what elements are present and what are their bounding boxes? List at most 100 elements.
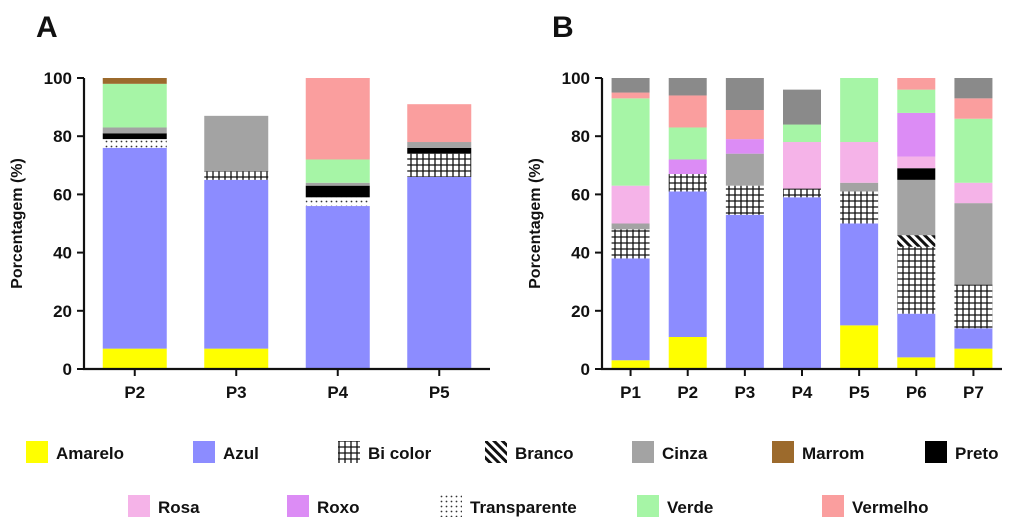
legend-label-amarelo: Amarelo	[56, 444, 124, 463]
bar-b-p3-cinza-top	[725, 78, 764, 111]
bar-b-p6-preto	[897, 168, 936, 180]
bar-a-p5-bi-color	[407, 153, 472, 177]
bar-a-p4-transparente	[305, 197, 370, 207]
legend-swatch-preto	[925, 441, 947, 463]
bar-b-p6-rosa	[897, 156, 936, 169]
bar-a-p4-vermelho	[305, 78, 370, 160]
ytick-label-b-40: 40	[571, 244, 590, 263]
legend-label-cinza: Cinza	[662, 444, 708, 463]
bar-a-p3-bi-color	[204, 171, 269, 180]
legend-swatch-cinza	[632, 441, 654, 463]
ytick-label-a-60: 60	[53, 185, 72, 204]
bar-b-p6-roxo	[897, 112, 936, 157]
bar-a-p4-cinza	[305, 182, 370, 186]
bar-b-p6-verde	[897, 89, 936, 113]
xtick-label-b-p3: P3	[734, 383, 755, 402]
bar-a-p2-azul	[102, 147, 167, 349]
bar-a-p2-transparente	[102, 139, 167, 148]
y-axis-label-b: Porcentagem (%)	[527, 158, 544, 289]
bar-b-p6-bi-color	[897, 246, 936, 314]
bar-a-p5-preto	[407, 147, 472, 154]
xtick-label-a-p5: P5	[429, 383, 450, 402]
bar-a-p2-verde	[102, 83, 167, 128]
bar-a-p2-marrom	[102, 78, 167, 84]
bar-b-p3-bi-color	[725, 185, 764, 215]
bar-b-p6-cinza	[897, 179, 936, 236]
bar-b-p2-verde	[668, 127, 707, 160]
bar-b-p7-rosa	[954, 182, 993, 204]
bar-a-p2-cinza	[102, 127, 167, 134]
bar-b-p2-cinza-top	[668, 78, 707, 96]
bar-b-p6-vermelho	[897, 78, 936, 90]
bar-b-p1-vermelho	[611, 92, 650, 99]
legend-label-verde: Verde	[667, 498, 713, 517]
bar-b-p2-azul	[668, 191, 707, 337]
ytick-label-a-40: 40	[53, 244, 72, 263]
legend-swatch-roxo	[287, 495, 309, 517]
bar-b-p1-verde	[611, 98, 650, 186]
bar-b-p1-rosa	[611, 185, 650, 224]
legend-label-roxo: Roxo	[317, 498, 360, 517]
bar-a-p3-amarelo	[204, 348, 269, 369]
bar-b-p3-vermelho	[725, 110, 764, 140]
legend-swatch-azul	[193, 441, 215, 463]
bar-b-p4-rosa	[783, 142, 821, 189]
bar-b-p5-azul	[840, 223, 879, 326]
bar-b-p7-cinza-top	[954, 78, 993, 99]
bar-b-p3-azul	[725, 214, 764, 369]
legend-label-rosa: Rosa	[158, 498, 200, 517]
legend-swatch-verde	[637, 495, 659, 517]
bar-b-p1-cinza	[611, 223, 650, 230]
legend-label-branco: Branco	[515, 444, 574, 463]
legend: Amarelo Azul Bi color Branco Cinza Marrom Pret…	[26, 441, 998, 517]
legend-label-transparente: Transparente	[470, 498, 577, 517]
bar-b-p4-verde	[783, 124, 821, 143]
ytick-label-b-80: 80	[571, 127, 590, 146]
bar-b-p6-azul	[897, 313, 936, 358]
legend-swatch-marrom	[772, 441, 794, 463]
bar-b-p7-amarelo	[954, 348, 993, 369]
bar-b-p5-rosa	[840, 142, 879, 183]
bar-b-p2-vermelho	[668, 95, 707, 128]
bar-a-p4-preto	[305, 185, 370, 198]
xtick-label-b-p7: P7	[963, 383, 984, 402]
ytick-label-b-60: 60	[571, 185, 590, 204]
bar-a-p4-azul	[305, 206, 370, 369]
legend-swatch-rosa	[128, 495, 150, 517]
bar-b-p5-bi-color	[840, 191, 879, 224]
legend-swatch-bi-color	[338, 441, 360, 463]
bar-a-p3-azul	[204, 179, 269, 349]
ytick-label-b-100: 100	[562, 69, 590, 88]
ytick-label-a-20: 20	[53, 302, 72, 321]
bar-a-p5-vermelho	[407, 104, 472, 143]
xtick-label-b-p2: P2	[677, 383, 698, 402]
bar-b-p7-cinza	[954, 203, 993, 285]
bar-b-p2-roxo	[668, 159, 707, 175]
bar-a-p2-preto	[102, 133, 167, 140]
bar-b-p2-bi-color	[668, 174, 707, 192]
bar-b-p1-cinza-top	[611, 78, 650, 93]
bar-b-p2-amarelo	[668, 336, 707, 369]
xtick-label-b-p6: P6	[906, 383, 927, 402]
bar-b-p4-cinza-top	[783, 89, 821, 125]
xtick-label-b-p5: P5	[849, 383, 870, 402]
bar-b-p5-verde	[840, 78, 879, 143]
bar-b-p4-azul	[783, 197, 821, 369]
panel-label-a: A	[36, 11, 58, 44]
bar-a-p2-amarelo	[102, 348, 167, 369]
bar-a-p4-verde	[305, 159, 370, 183]
bar-b-p4-bi-color	[783, 188, 821, 198]
xtick-label-b-p4: P4	[792, 383, 813, 402]
bar-b-p5-amarelo	[840, 325, 879, 369]
legend-label-vermelho: Vermelho	[852, 498, 929, 517]
y-axis-label-a: Porcentagem (%)	[9, 158, 26, 289]
ytick-label-a-80: 80	[53, 127, 72, 146]
bar-b-p1-bi-color	[611, 229, 650, 259]
bar-b-p5-cinza	[840, 182, 879, 192]
bar-a-p3-cinza	[204, 115, 269, 172]
chart-b: 0 20 40 60 80 100 P1 P2 P3 P4 P5 P6 P7 Porcentagem (%…	[527, 69, 1002, 402]
bar-b-p7-verde	[954, 118, 993, 183]
legend-swatch-amarelo	[26, 441, 48, 463]
legend-label-bi-color: Bi color	[368, 444, 432, 463]
